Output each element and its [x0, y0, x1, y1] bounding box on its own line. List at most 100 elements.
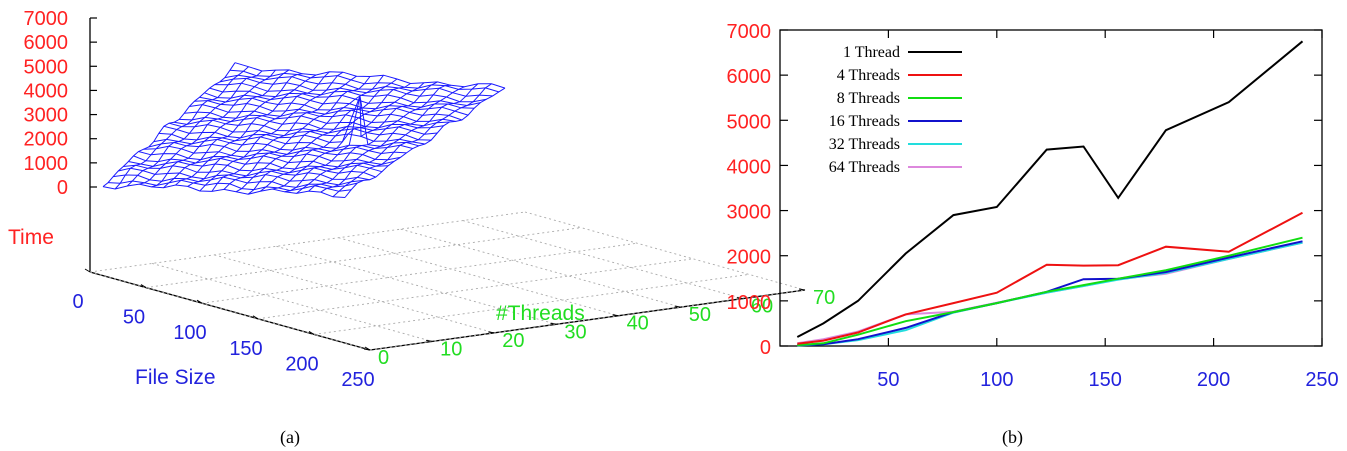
mesh-line [332, 83, 492, 198]
mesh-line [168, 122, 426, 145]
y-tick-label: 30 [564, 321, 586, 343]
y-tick-mark [550, 322, 557, 325]
x-tick-mark [196, 299, 203, 304]
y-axis-label: #Threads [496, 302, 585, 325]
x-tick-label: 150 [1089, 369, 1122, 391]
x-tick-mark [308, 330, 315, 335]
mesh-line [102, 183, 346, 198]
z-tick-label: 0 [57, 177, 68, 199]
base-grid-line [338, 237, 619, 317]
x-tick-label: 100 [980, 369, 1013, 391]
base-grid-line [89, 271, 371, 351]
mesh-line [234, 62, 506, 89]
mesh-line [138, 151, 389, 168]
mesh-line [214, 82, 481, 107]
x-tick-label: 150 [229, 338, 262, 360]
mesh-line [194, 100, 456, 122]
y-tick-label: 10 [440, 338, 462, 360]
surface-mesh [102, 62, 506, 198]
mesh-line [143, 145, 395, 165]
z-tick-label: 5000 [24, 56, 69, 78]
y-tick-mark [426, 339, 433, 342]
base-grid-line [89, 211, 526, 273]
y-tick-label: 5000 [727, 111, 772, 133]
mesh-line [158, 132, 413, 150]
base-grid-line [462, 220, 743, 300]
x-tick-label: 50 [123, 307, 145, 329]
y-tick-label: 70 [813, 287, 835, 309]
z-tick-label: 1000 [24, 153, 69, 175]
y-tick-label: 0 [760, 337, 771, 359]
mesh-line [174, 119, 432, 141]
base-grid-line [257, 258, 694, 320]
z-tick-label: 4000 [24, 80, 69, 102]
mesh-line [148, 141, 401, 161]
base-grid-line [201, 242, 638, 304]
z-tick-label: 3000 [24, 105, 69, 127]
x-tick-label: 250 [1305, 369, 1338, 391]
x-tick-label: 200 [1197, 369, 1230, 391]
y-tick-mark [363, 348, 371, 351]
legend-label: 64 Threads [829, 159, 900, 176]
y-tick-label: 6000 [727, 66, 772, 88]
y-tick-mark [674, 305, 681, 308]
mesh-line [209, 87, 475, 109]
mesh-line [153, 138, 407, 155]
y-tick-label: 3000 [727, 202, 772, 224]
y-tick-mark [736, 297, 743, 300]
plot-frame [779, 29, 1323, 347]
mesh-line [204, 92, 469, 116]
base-grid-line [400, 228, 681, 308]
z-tick-label: 6000 [24, 32, 69, 54]
mesh-line [113, 174, 358, 188]
x-tick-mark [252, 315, 259, 320]
x-tick-label: 0 [72, 291, 83, 313]
mesh-line [179, 116, 438, 135]
base-grid-line [524, 211, 806, 291]
mesh-line [128, 161, 376, 178]
mesh-line [126, 70, 263, 187]
x-tick-label: 100 [173, 322, 206, 344]
y-tick-label: 2000 [727, 247, 772, 269]
mesh-line [118, 167, 364, 186]
legend-label: 32 Threads [829, 136, 900, 153]
mesh-line [224, 74, 493, 97]
mesh-line [229, 69, 499, 93]
legend-label: 8 Threads [837, 90, 900, 107]
mesh-line [199, 96, 463, 121]
y-tick-mark [612, 314, 619, 317]
base-grid-line [214, 254, 495, 334]
base-grid-line [313, 273, 750, 335]
mesh-line [184, 111, 444, 129]
base-grid-line [152, 262, 433, 342]
z-tick-label: 2000 [24, 129, 69, 151]
y-tick-label: 40 [627, 313, 649, 335]
y-tick-label: 60 [751, 296, 773, 318]
y-tick-label: 4000 [727, 156, 772, 178]
base-grid-line [276, 245, 557, 325]
y-tick-label: 0 [378, 347, 389, 369]
z-axis-label: Time [8, 226, 54, 249]
x-axis-label: File Size [135, 366, 216, 389]
series-line-1-thread [796, 40, 1304, 338]
base-grid-line [145, 227, 582, 289]
x-tick-mark [84, 268, 91, 273]
legend-label: 16 Threads [829, 113, 900, 130]
series-line-8-threads [797, 236, 1303, 347]
caption-a: (a) [280, 427, 300, 448]
mesh-line [163, 94, 419, 147]
series-line-4-threads [797, 211, 1303, 345]
mesh-line [108, 179, 352, 192]
z-tick-label: 7000 [24, 8, 69, 30]
y-tick-label: 50 [689, 304, 711, 326]
mesh-line [133, 155, 383, 173]
mesh-line [219, 77, 487, 103]
x-tick-label: 50 [877, 369, 899, 391]
mesh-line [123, 164, 370, 181]
x-tick-label: 250 [341, 369, 374, 391]
mesh-line [102, 62, 236, 187]
x-tick-mark [140, 284, 147, 289]
base-plane [89, 211, 806, 351]
